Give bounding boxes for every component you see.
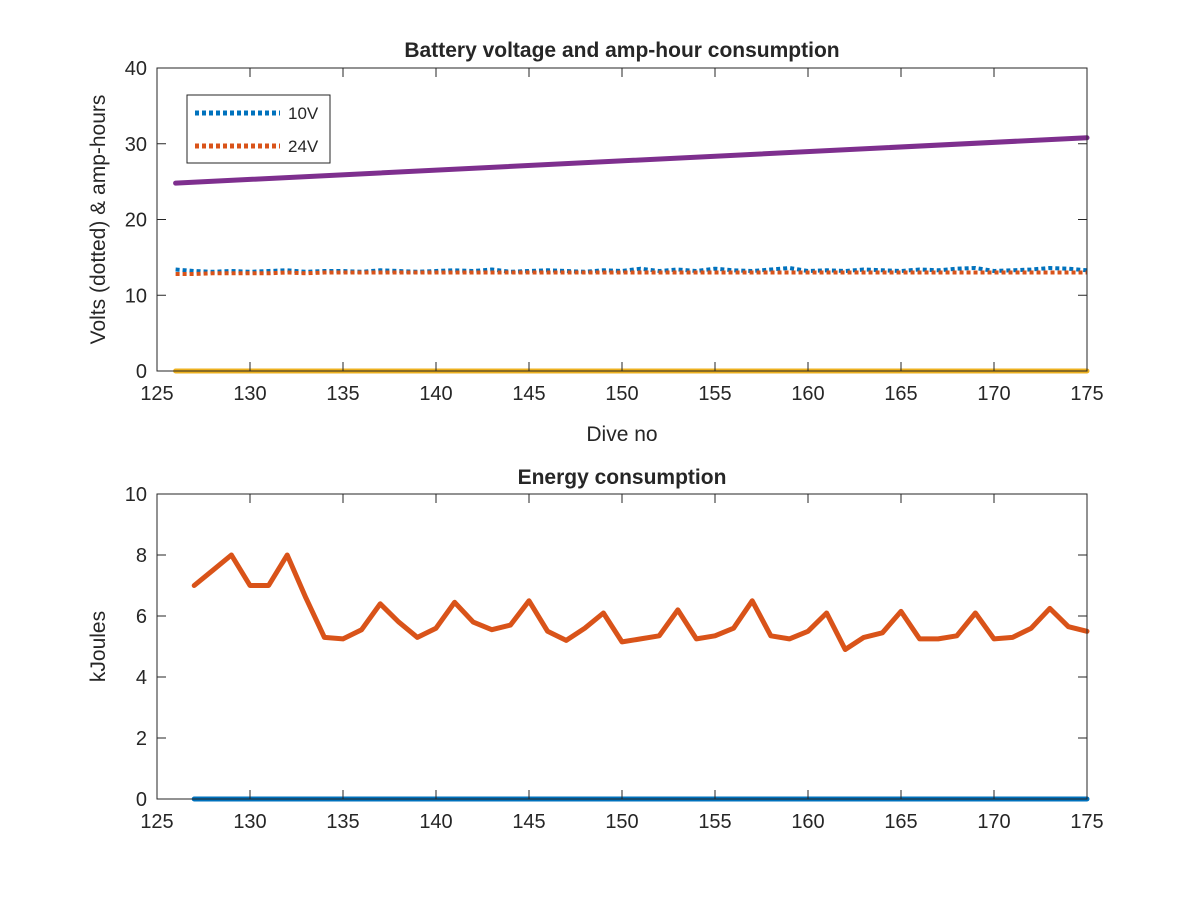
voltage-chart-series-line-0 <box>175 266 1088 274</box>
energy-chart-x-tick-label: 130 <box>233 811 266 833</box>
energy-chart: 125 130 135 140 145 150 155 160 165 170 175 0 2 4 6 8 10… <box>87 466 1104 833</box>
energy-chart-x-tick-label: 150 <box>605 811 638 833</box>
energy-chart-x-tick-label: 125 <box>140 811 173 833</box>
energy-chart-y-tick-label: 6 <box>136 606 147 628</box>
energy-chart-y-axis-label: kJoules <box>87 611 110 682</box>
energy-chart-y-tick-label: 10 <box>125 484 147 506</box>
energy-chart-y-tick-label: 4 <box>136 667 147 689</box>
voltage-chart-x-axis-label: Dive no <box>586 423 657 446</box>
voltage-chart-y-tick-label: 40 <box>125 58 147 80</box>
voltage-chart-title: Battery voltage and amp-hour consumption <box>404 39 839 62</box>
voltage-chart-axes: 125 130 135 140 145 150 155 160 165 170 175 0 10 20 30… <box>125 58 1104 405</box>
energy-chart-x-tick-label: 175 <box>1070 811 1103 833</box>
voltage-chart-x-tick-label: 170 <box>977 383 1010 405</box>
voltage-chart-x-tick-label: 125 <box>140 383 173 405</box>
energy-chart-x-tick-label: 145 <box>512 811 545 833</box>
voltage-chart-y-tick-label: 10 <box>125 285 147 307</box>
voltage-chart-x-tick-label: 155 <box>698 383 731 405</box>
voltage-chart-y-tick-label: 0 <box>136 361 147 383</box>
voltage-chart-x-tick-label: 165 <box>884 383 917 405</box>
energy-chart-title: Energy consumption <box>518 466 727 489</box>
energy-chart-x-tick-label: 170 <box>977 811 1010 833</box>
voltage-chart-x-tick-label: 175 <box>1070 383 1103 405</box>
voltage-chart-series-line-1 <box>175 270 1087 276</box>
legend-box <box>186 94 331 164</box>
energy-chart-x-tick-label: 135 <box>326 811 359 833</box>
voltage-chart-y-tick-label: 20 <box>125 210 147 232</box>
voltage-chart-y-tick-label: 30 <box>125 134 147 156</box>
voltage-chart-x-tick-label: 130 <box>233 383 266 405</box>
voltage-chart-series-line-3 <box>173 135 1090 186</box>
voltage-chart-x-tick-label: 140 <box>419 383 452 405</box>
energy-chart-axes: 125 130 135 140 145 150 155 160 165 170 175 0 2 4 6 8 10 <box>125 484 1104 833</box>
energy-chart-plot-area <box>157 494 1087 799</box>
voltage-chart-x-tick-label: 150 <box>605 383 638 405</box>
energy-chart-y-tick-label: 0 <box>136 789 147 811</box>
voltage-chart-legend: 10V 24V <box>186 94 331 164</box>
voltage-chart: 125 130 135 140 145 150 155 160 165 170 175 0 10 20 30… <box>87 39 1104 446</box>
energy-chart-y-tick-label: 2 <box>136 728 147 750</box>
energy-chart-series-line-1 <box>191 552 1090 652</box>
legend-label-24v: 24V <box>288 137 319 156</box>
voltage-chart-x-tick-label: 160 <box>791 383 824 405</box>
voltage-chart-x-tick-label: 145 <box>512 383 545 405</box>
energy-chart-x-tick-label: 160 <box>791 811 824 833</box>
energy-chart-x-tick-label: 155 <box>698 811 731 833</box>
voltage-chart-y-axis-label: Volts (dotted) & amp-hours <box>87 95 110 345</box>
energy-chart-x-tick-label: 165 <box>884 811 917 833</box>
legend-label-10v: 10V <box>288 104 319 123</box>
energy-chart-x-tick-label: 140 <box>419 811 452 833</box>
energy-chart-y-tick-label: 8 <box>136 545 147 567</box>
voltage-chart-x-tick-label: 135 <box>326 383 359 405</box>
